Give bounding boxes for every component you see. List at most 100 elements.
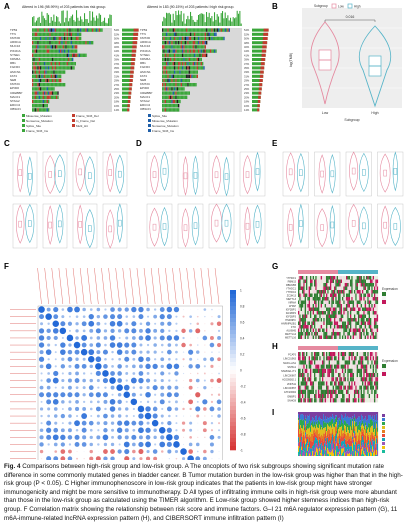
heatmap-gene-label: GTF2IRD2 [284,391,297,394]
svg-text:18%: 18% [244,100,250,104]
colorbar-tick: -0.6 [240,417,246,421]
gene-label: MACF1 [10,94,21,99]
svg-text:41%: 41% [244,53,250,57]
oncoplot-svg: 54%52%50%48%46%44%41%39%37%35%33%31%29%2… [32,10,269,112]
heatmap-gene-label: NSMCE1-IT1 [281,370,296,373]
gene-label: TTN [140,31,146,36]
svg-text:44%: 44% [244,49,250,53]
oncoplot-legend-item: In_Frame_Del [72,119,95,123]
gene-label: OBSCN [140,107,151,112]
svg-text:35%: 35% [244,66,250,70]
svg-text:29%: 29% [114,79,120,83]
svg-text:50%: 50% [244,37,250,41]
heatmap-gene-label: SNHG1 [287,366,296,369]
heatmap-gene-label: HNRNPA2B1 [281,322,296,325]
xtick-high: High [371,111,378,115]
heatmap-gene-label: IGF2BP2 [286,312,297,315]
svg-text:54%: 54% [244,28,250,32]
heatmap-gene-label: AC005082.1 [282,379,297,382]
heatmap-gene-label: IGF2BP3 [286,315,297,318]
svg-text:14%: 14% [244,108,250,112]
svg-text:31%: 31% [244,74,250,78]
oncoplot-legend-item: Frame_Shift_Ins [148,129,174,133]
gene-label: KMT2C [140,82,151,87]
colorbar-tick: 0.8 [240,305,245,309]
svg-text:20%: 20% [244,95,250,99]
gene-label: OBSCN [10,107,21,112]
colorbar-tick: 1 [240,289,242,293]
caption-text: Comparisons between high-risk group and … [4,463,403,522]
heatmap-gene-label: PCAT6 [288,353,296,356]
colorbar-tick: -1 [240,449,243,453]
corr-cells [37,305,223,460]
cibersort-stacked [298,412,385,456]
svg-text:33%: 33% [114,70,120,74]
panel-d-label: D [136,139,142,148]
figure-caption: Fig. 4 Comparisons between high-risk gro… [4,463,406,523]
gene-label: FGFR3 [140,65,150,70]
gene-label: ERCC2 [140,103,151,108]
gene-label: EP300 [140,86,150,91]
svg-text:31%: 31% [114,74,120,78]
corr-colorbar: 1 0.8 0.6 0.4 0.2 0 -0.2 -0.4 -0.6 -0.8 -1 [230,289,246,453]
heatmap-gene-label: ALKBH5 [286,329,296,332]
oncoplot-legend-item: Multi_Hit [72,124,88,128]
svg-text:46%: 46% [244,45,250,49]
panel-g-label: G [272,262,279,271]
violin-high [358,25,392,108]
colorbar-tick: 0.4 [240,337,245,341]
gene-label: KMT2D [140,35,151,40]
gene-label: RB1 [140,61,146,66]
heatmap-gene-label: METTL16 [285,336,297,339]
pvalue-text: 0.016 [346,15,355,19]
panel-f-label: F [4,262,9,271]
svg-text:16%: 16% [244,104,250,108]
panel-b-label: B [272,2,278,11]
legend-high-swatch [347,3,353,9]
panel-e-violins [282,151,404,249]
heatmap-gene-label: METTL14 [285,333,297,336]
oncoplot-low-risk: 54%52%50%48%46%44%41%39%37%35%33%31%29%2… [32,10,139,112]
panel-a-right-title: Altered in 183 (90.15%) of 203 patients … [147,5,235,9]
svg-text:50%: 50% [114,37,120,41]
oncoplot-legend-item: Splice_Site [148,114,167,118]
svg-text:18%: 18% [114,100,120,104]
oncoplot-legend-item: Missense_Mutation [22,114,52,118]
oncoplot-legend-item: Nonsense_Mutation [22,119,53,123]
svg-text:20%: 20% [114,95,120,99]
gene-label: MUC16 [140,44,151,49]
gene-label: STAG2 [140,98,150,103]
colorbar-tick: -0.4 [240,401,246,405]
svg-text:46%: 46% [114,45,120,49]
gene-label: KDM6A [140,56,151,61]
svg-text:16%: 16% [114,104,120,108]
legend-title-h: Expression [382,359,398,363]
heatmap-gene-label: IGF2BP1 [286,308,297,311]
xtick-low: Low [322,111,329,115]
group-bar-high [338,270,378,274]
gene-label: PIK3CA [10,48,21,53]
heatmap-gene-label: YTHDC2 [286,291,297,294]
svg-text:35%: 35% [114,66,120,70]
svg-text:27%: 27% [114,83,120,87]
svg-text:37%: 37% [244,62,250,66]
svg-text:37%: 37% [114,62,120,66]
corr-left-labels [10,309,36,459]
panel-a-left-title: Altered in 196 (98.99%) of 203 patients … [22,5,107,9]
gene-label: FAT4 [10,73,17,78]
svg-text:29%: 29% [244,79,250,83]
colorbar-tick: -0.8 [240,433,246,437]
gene-label: FAT4 [140,73,147,78]
heatmap-gene-label: YTHDF1 [286,277,296,280]
caption-fig-label: Fig. 4 [4,463,21,470]
group-bar-high [338,346,378,350]
svg-text:48%: 48% [114,41,120,45]
gene-label: CREBBP [10,90,23,95]
svg-text:25%: 25% [244,87,250,91]
violin-grids-cde [12,151,404,249]
gene-label: SYNE1 [10,52,20,57]
svg-text:25%: 25% [114,87,120,91]
plot-background [302,8,402,108]
ylabel-text: log(TMB) [289,53,293,67]
xtitle-text: Subgroup [344,118,359,122]
